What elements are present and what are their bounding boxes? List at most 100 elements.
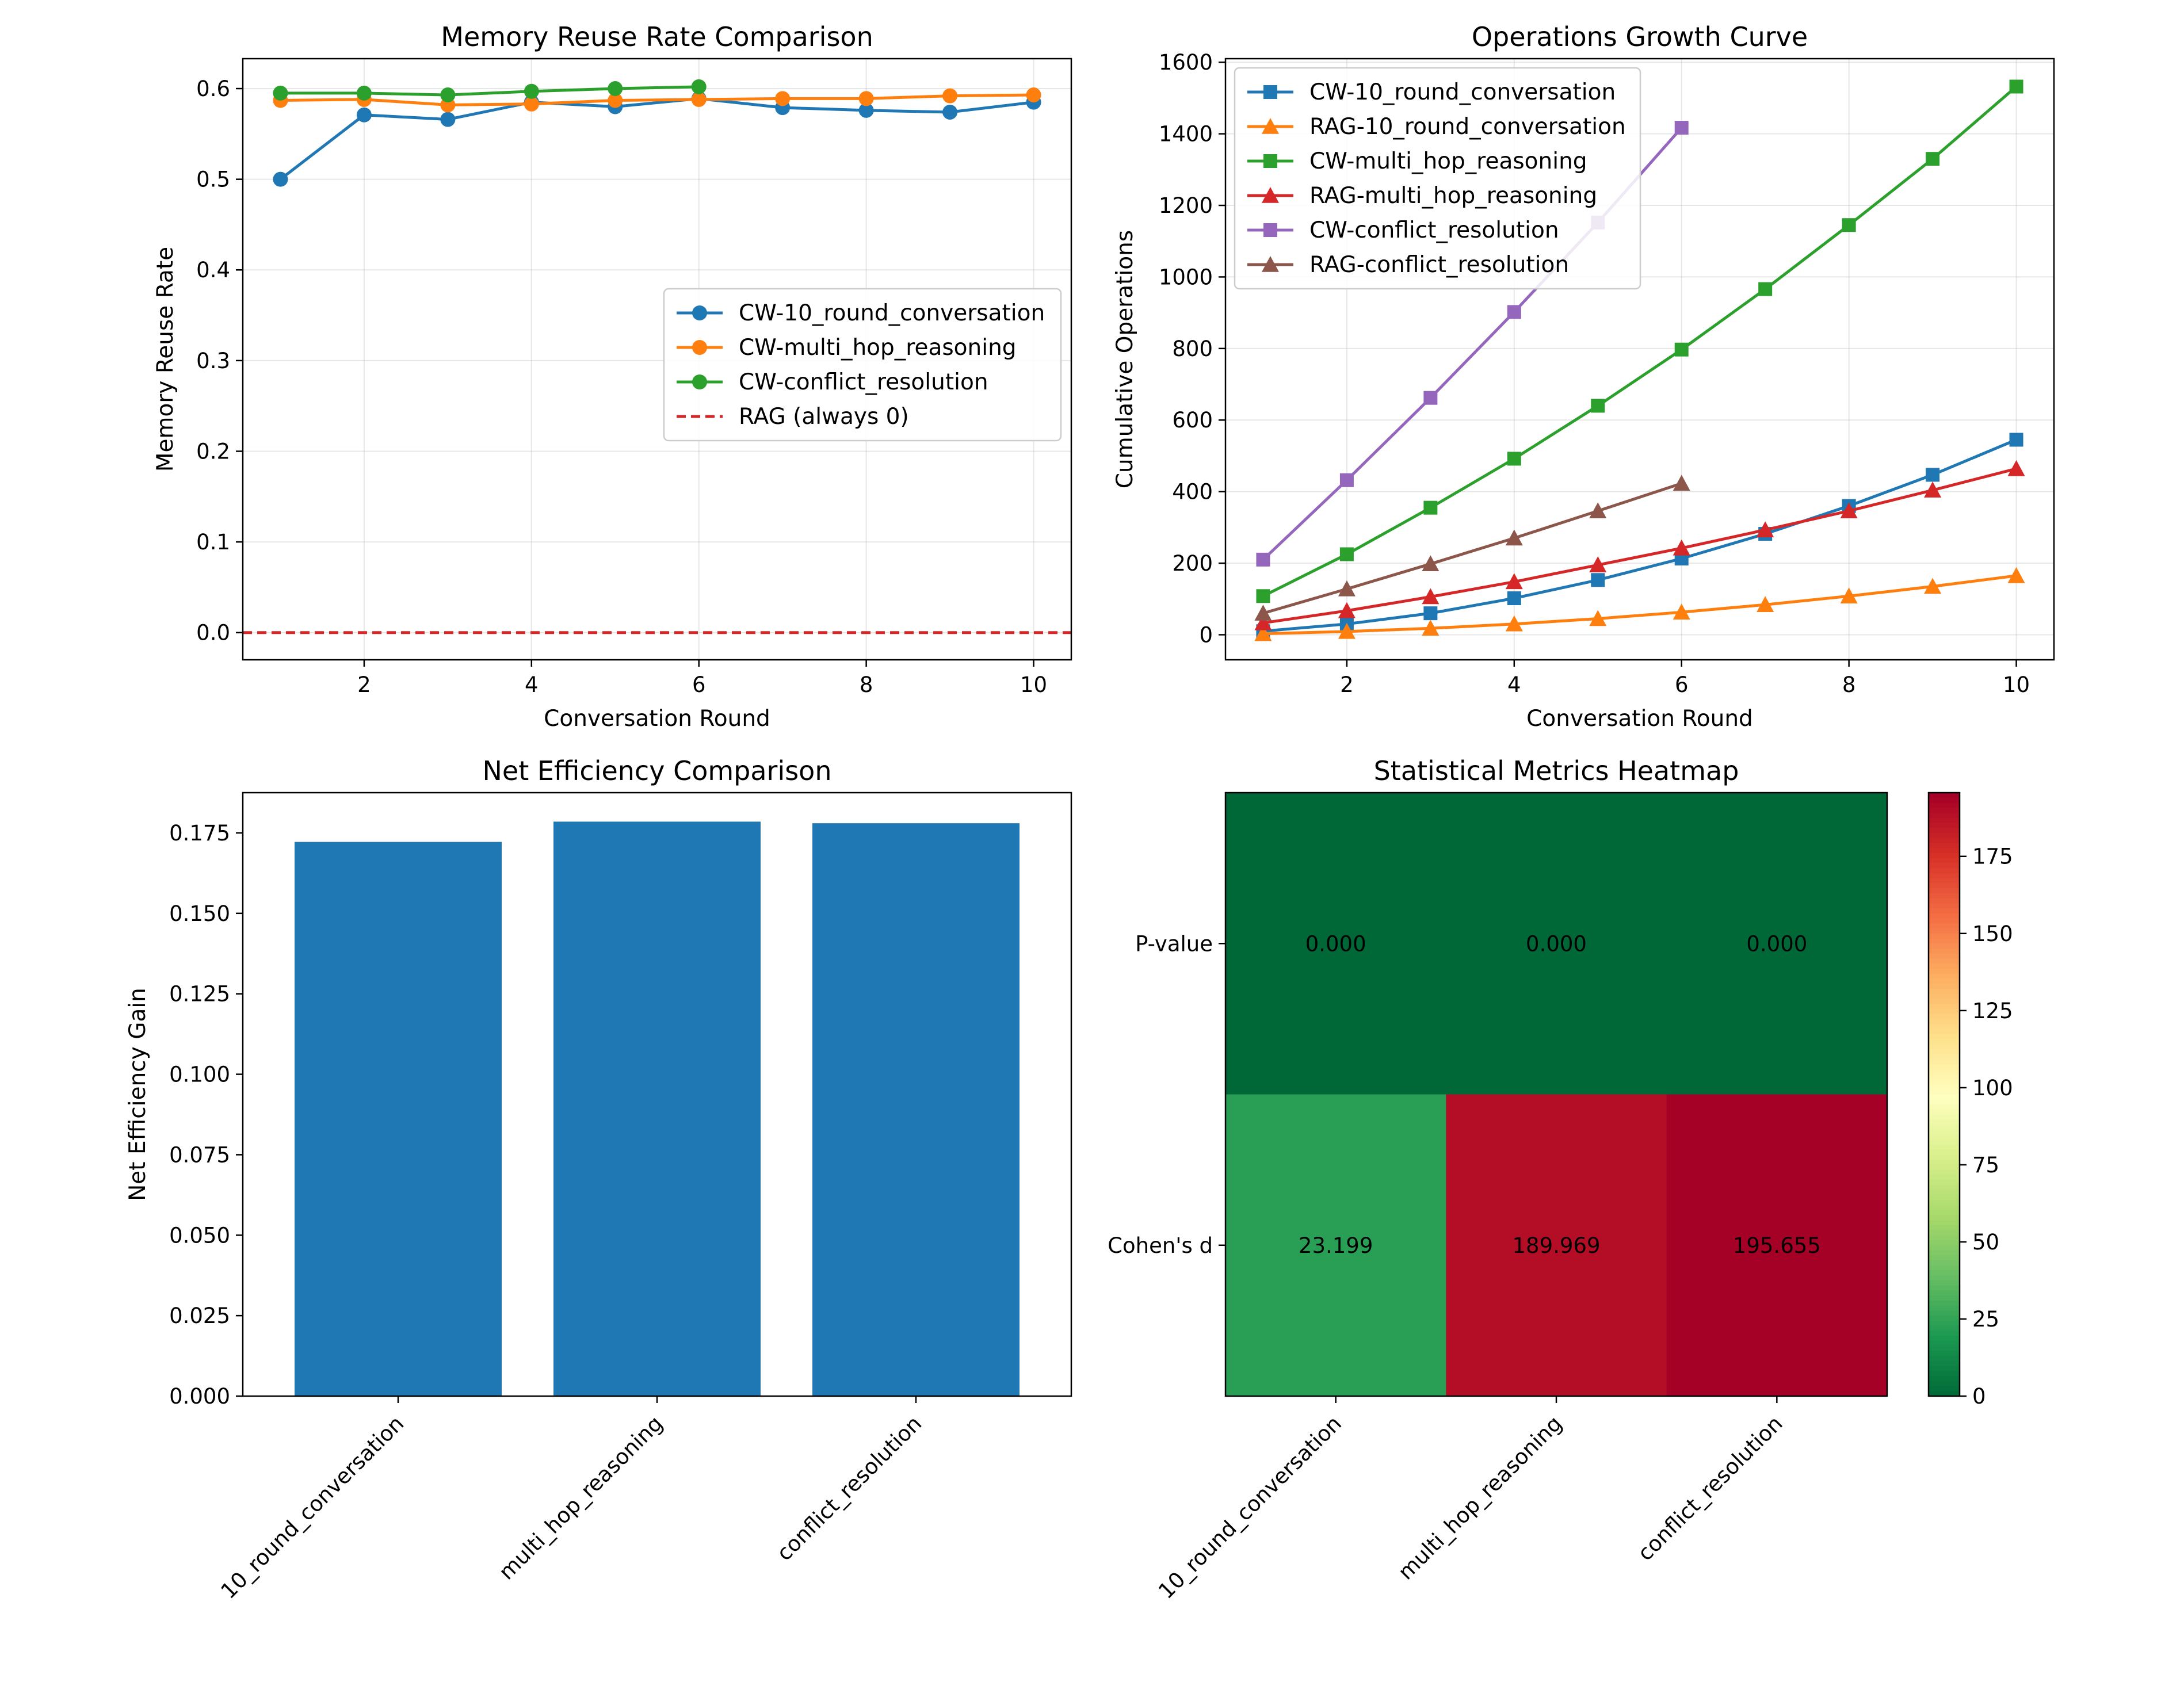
legend-marker xyxy=(692,340,707,355)
colorbar-segment xyxy=(1929,858,1960,864)
cell-value: 0.000 xyxy=(1305,931,1366,956)
data-point xyxy=(273,85,288,101)
colorbar-segment xyxy=(1929,843,1960,849)
data-point xyxy=(1757,596,1774,612)
colorbar-segment xyxy=(1929,1225,1960,1231)
legend-label: RAG-conflict_resolution xyxy=(1309,252,1569,278)
bar-10_round_conversation xyxy=(295,842,502,1396)
series-line xyxy=(280,93,1034,106)
y-tick-label: 0.0 xyxy=(196,621,230,645)
colorbar-segment xyxy=(1929,1316,1960,1321)
data-point xyxy=(942,88,958,104)
colorbar-segment xyxy=(1929,1391,1960,1397)
colorbar-segment xyxy=(1929,918,1960,924)
colorbar-segment xyxy=(1929,1351,1960,1357)
colorbar-segment xyxy=(1929,953,1960,959)
colorbar-segment xyxy=(1929,1245,1960,1251)
y-tick-label: 0.000 xyxy=(169,1384,230,1409)
data-point xyxy=(1674,121,1689,135)
data-point xyxy=(691,91,707,107)
colorbar-segment xyxy=(1929,933,1960,939)
colorbar-segment xyxy=(1929,1305,1960,1312)
colorbar-segment xyxy=(1929,797,1960,804)
colorbar-segment xyxy=(1929,1119,1960,1125)
data-point xyxy=(1840,587,1858,604)
heatmap-cell xyxy=(1666,1094,1888,1397)
legend-item: RAG-conflict_resolution xyxy=(1247,252,1569,278)
legend-item: CW-multi_hop_reasoning xyxy=(677,335,1017,361)
y-tick-label: 0.1 xyxy=(196,530,230,555)
x-tick-label: 10_round_conversation xyxy=(1154,1411,1346,1604)
colorbar-segment xyxy=(1929,1386,1960,1392)
colorbar-tick-label: 50 xyxy=(1972,1230,1999,1255)
colorbar-segment xyxy=(1929,1336,1960,1341)
y-tick-label: 0.075 xyxy=(169,1142,230,1167)
data-point xyxy=(1505,615,1523,632)
colorbar-segment xyxy=(1929,878,1960,884)
y-tick-label: 0.3 xyxy=(196,349,230,373)
y-axis-label: Cumulative Operations xyxy=(1112,230,1138,488)
colorbar-segment xyxy=(1929,873,1960,879)
colorbar-segment xyxy=(1929,1140,1960,1145)
series-CW-10_round_conversation xyxy=(273,91,1041,187)
data-point xyxy=(691,79,707,94)
data-point xyxy=(1924,481,1942,498)
legend-item: RAG-multi_hop_reasoning xyxy=(1247,183,1597,209)
colorbar-segment xyxy=(1929,793,1960,798)
legend-item: RAG (always 0) xyxy=(677,404,909,430)
colorbar-segment xyxy=(1929,1169,1960,1176)
colorbar-segment xyxy=(1929,1064,1960,1070)
colorbar-segment xyxy=(1929,802,1960,809)
colorbar-tick-label: 75 xyxy=(1972,1153,1999,1178)
colorbar-segment xyxy=(1929,1310,1960,1317)
data-point xyxy=(1758,282,1773,296)
legend-label: RAG-multi_hop_reasoning xyxy=(1309,183,1597,209)
colorbar-segment xyxy=(1929,964,1960,969)
legend-marker xyxy=(692,305,707,320)
colorbar-tick-label: 125 xyxy=(1972,999,2013,1023)
colorbar-segment xyxy=(1929,1320,1960,1327)
data-point xyxy=(1338,602,1356,618)
data-point xyxy=(440,112,456,127)
bar-conflict_resolution xyxy=(812,823,1020,1396)
x-tick-label: multi_hop_reasoning xyxy=(494,1411,668,1585)
colorbar-segment xyxy=(1929,1381,1960,1387)
data-point xyxy=(1422,620,1440,636)
colorbar-tick-label: 150 xyxy=(1972,922,2013,946)
legend-marker xyxy=(1262,187,1279,203)
colorbar-segment xyxy=(1929,1104,1960,1110)
data-point xyxy=(1924,578,1942,594)
colorbar-tick-label: 100 xyxy=(1972,1076,2013,1100)
colorbar-segment xyxy=(1929,1134,1960,1141)
colorbar-segment xyxy=(1929,883,1960,889)
colorbar-segment xyxy=(1929,898,1960,904)
data-point xyxy=(1254,605,1272,621)
colorbar-segment xyxy=(1929,1250,1960,1256)
axes-frame xyxy=(1224,58,2055,661)
legend-label: CW-10_round_conversation xyxy=(739,300,1045,326)
cell-value: 0.000 xyxy=(1526,931,1587,956)
x-axis-label: Conversation Round xyxy=(1526,706,1753,732)
colorbar-segment xyxy=(1929,1295,1960,1301)
colorbar-segment xyxy=(1929,1144,1960,1150)
data-point xyxy=(524,96,539,112)
colorbar-segment xyxy=(1929,1240,1960,1246)
colorbar-segment xyxy=(1929,1019,1960,1025)
colorbar-segment xyxy=(1929,1059,1960,1065)
colorbar-segment xyxy=(1929,1300,1960,1306)
data-point xyxy=(858,102,874,118)
colorbar-segment xyxy=(1929,848,1960,854)
colorbar-segment xyxy=(1929,1054,1960,1060)
colorbar-segment xyxy=(1929,1180,1960,1186)
colorbar-frame xyxy=(1927,792,1961,1397)
y-tick-label: 800 xyxy=(1172,337,1213,361)
data-point xyxy=(1256,552,1270,567)
y-tick-label: 600 xyxy=(1172,408,1213,433)
data-point xyxy=(1591,399,1605,413)
data-point xyxy=(356,107,372,123)
colorbar-segment xyxy=(1929,1360,1960,1367)
colorbar-segment xyxy=(1929,958,1960,965)
colorbar-segment xyxy=(1929,1275,1960,1281)
colorbar-segment xyxy=(1929,1376,1960,1382)
